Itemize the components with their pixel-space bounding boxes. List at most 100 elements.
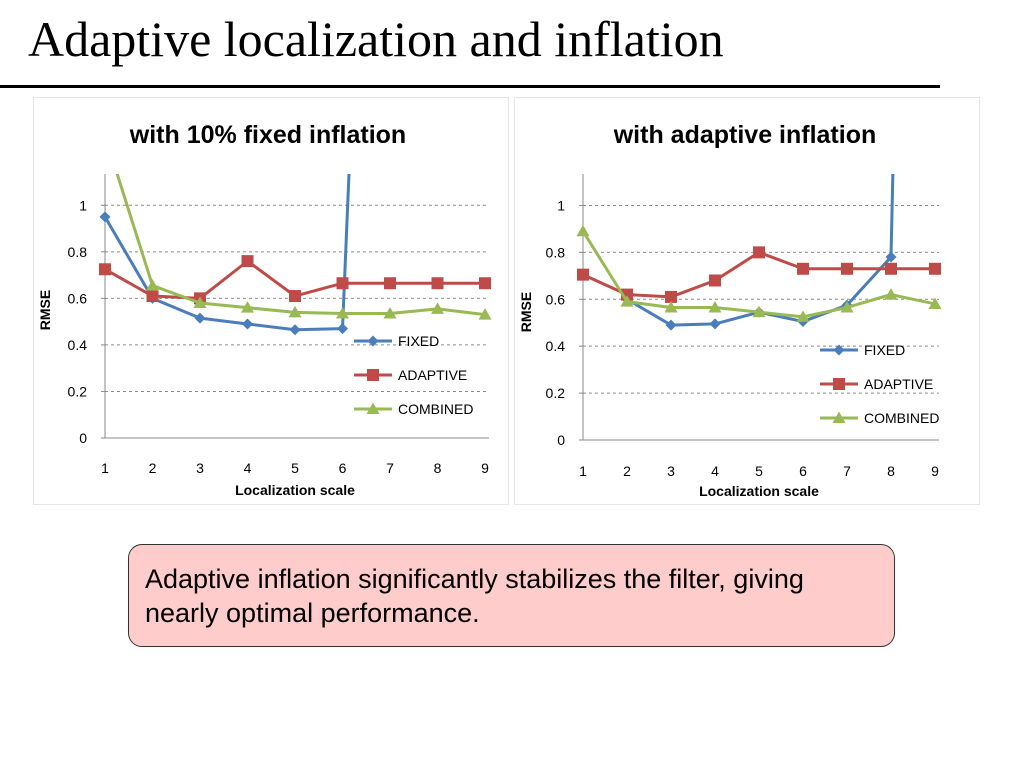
- y-tick-label: 0: [79, 430, 87, 446]
- data-point-combined: [241, 301, 254, 313]
- data-point-combined: [193, 296, 207, 309]
- data-point-adaptive: [753, 246, 765, 259]
- series-line-combined: [581, 230, 936, 319]
- data-point-combined: [146, 279, 159, 291]
- data-point-fixed: [289, 324, 301, 336]
- data-point-combined: [620, 295, 634, 307]
- data-point-adaptive: [577, 268, 589, 281]
- data-point-adaptive: [885, 262, 897, 275]
- x-tick-label: 5: [291, 460, 299, 476]
- x-tick-label: 2: [623, 463, 631, 479]
- data-point-adaptive: [99, 263, 111, 276]
- y-tick-label: 0.6: [546, 291, 566, 307]
- y-axis-label: RMSE: [518, 292, 534, 332]
- legend-label-fixed: FIXED: [398, 333, 439, 349]
- x-tick-label: 1: [579, 463, 587, 479]
- chart-title: with adaptive inflation: [613, 121, 877, 149]
- chart-panel-fixed-inflation: with 10% fixed inflation 0 0.2 0.4 0.6 0.8 1 1 2…: [33, 97, 509, 505]
- data-point-fixed: [99, 211, 111, 223]
- data-point-adaptive: [665, 290, 677, 303]
- title-divider: [0, 85, 940, 88]
- legend-label-adaptive: ADAPTIVE: [864, 376, 933, 392]
- data-point-combined: [478, 308, 492, 320]
- legend-label-combined: COMBINED: [398, 401, 473, 417]
- y-tick-label: 0.6: [68, 290, 88, 306]
- data-point-adaptive: [384, 277, 396, 290]
- chart-title: with 10% fixed inflation: [129, 121, 406, 149]
- data-point-combined: [928, 297, 942, 309]
- x-tick-label: 7: [843, 463, 851, 479]
- y-tick-label: 0.4: [546, 338, 566, 354]
- slide-title: Adaptive localization and inflation: [28, 11, 724, 67]
- series-line-combined: [115, 174, 486, 317]
- y-tick-label: 0.4: [68, 337, 88, 353]
- data-point-combined: [708, 300, 722, 313]
- plot-area: [99, 129, 492, 336]
- x-axis-label: Localization scale: [699, 483, 819, 499]
- series-line-adaptive: [582, 250, 935, 299]
- y-tick-label: 1: [79, 197, 87, 213]
- data-point-fixed: [194, 312, 206, 324]
- data-point-adaptive: [841, 262, 853, 275]
- data-point-adaptive: [709, 274, 721, 287]
- legend-marker-adaptive: [833, 378, 845, 390]
- data-point-combined: [796, 310, 810, 322]
- data-point-adaptive: [431, 277, 444, 290]
- x-tick-label: 4: [244, 460, 252, 476]
- x-tick-label: 1: [101, 460, 109, 476]
- legend-marker-fixed: [367, 335, 379, 347]
- legend-label-combined: COMBINED: [864, 410, 939, 426]
- data-point-adaptive: [479, 277, 491, 290]
- data-point-combined: [576, 224, 590, 237]
- legend-label-adaptive: ADAPTIVE: [398, 367, 467, 383]
- callout-text: Adaptive inflation significantly stabili…: [145, 564, 804, 629]
- data-point-fixed: [665, 319, 677, 331]
- data-point-combined: [99, 129, 112, 141]
- legend-marker-combined: [832, 411, 846, 423]
- y-axis-label: RMSE: [37, 290, 53, 330]
- y-tick-label: 0.2: [68, 383, 88, 399]
- data-point-combined: [336, 306, 349, 319]
- data-point-combined: [752, 305, 766, 318]
- x-tick-label: 8: [887, 463, 895, 479]
- x-tick-label: 8: [434, 460, 442, 476]
- x-tick-label: 6: [339, 460, 347, 476]
- data-point-adaptive: [289, 290, 301, 303]
- legend-marker-adaptive: [367, 369, 379, 381]
- data-point-adaptive: [241, 255, 254, 268]
- y-tick-label: 0.8: [68, 244, 88, 260]
- y-tick-label: 0: [557, 432, 565, 448]
- data-point-adaptive: [146, 290, 159, 303]
- callout-box: Adaptive inflation significantly stabili…: [128, 544, 895, 647]
- data-point-fixed: [337, 323, 348, 335]
- data-point-combined: [664, 300, 678, 313]
- legend-label-fixed: FIXED: [864, 342, 905, 358]
- data-point-combined: [431, 302, 444, 314]
- data-point-fixed: [242, 318, 253, 330]
- x-axis-label: Localization scale: [235, 482, 355, 498]
- data-point-fixed: [885, 251, 897, 263]
- x-tick-label: 9: [931, 463, 939, 479]
- x-tick-label: 3: [196, 460, 204, 476]
- y-tick-label: 0.8: [546, 244, 566, 260]
- x-tick-label: 7: [386, 460, 394, 476]
- y-tick-label: 0.2: [546, 385, 566, 401]
- data-point-adaptive: [797, 262, 809, 275]
- data-point-adaptive: [929, 262, 941, 275]
- chart-adaptive-inflation: with adaptive inflation 0 0.2 0.4 0.6 0.8 1 1 2 3…: [518, 121, 942, 499]
- data-point-adaptive: [336, 277, 349, 290]
- legend-marker-combined: [366, 402, 380, 414]
- data-point-combined: [288, 305, 302, 318]
- x-tick-label: 3: [667, 463, 675, 479]
- plot-area: [576, 174, 942, 331]
- series-line-fixed: [103, 174, 351, 332]
- chart-fixed-inflation: with 10% fixed inflation 0 0.2 0.4 0.6 0.8 1 1 2…: [37, 121, 492, 498]
- data-point-fixed: [709, 318, 721, 330]
- y-tick-label: 1: [557, 197, 565, 213]
- data-point-combined: [383, 306, 397, 319]
- x-tick-label: 6: [799, 463, 807, 479]
- x-tick-label: 5: [755, 463, 763, 479]
- data-point-combined: [840, 300, 854, 313]
- x-tick-label: 9: [481, 460, 489, 476]
- series-line-fixed: [626, 174, 895, 327]
